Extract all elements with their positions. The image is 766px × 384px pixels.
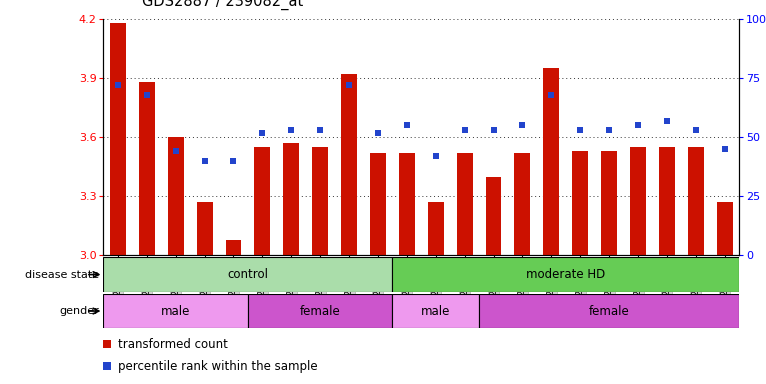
Bar [601, 151, 617, 255]
Text: gender: gender [60, 306, 100, 316]
Bar [572, 151, 588, 255]
Text: disease state: disease state [25, 270, 100, 280]
Text: male: male [161, 305, 190, 318]
Bar [392, 257, 739, 292]
Text: moderate HD: moderate HD [526, 268, 605, 281]
Bar [399, 153, 415, 255]
Text: female: female [300, 305, 341, 318]
Bar [659, 147, 675, 255]
Text: transformed count: transformed count [118, 338, 228, 351]
Bar [392, 294, 479, 328]
Bar [283, 143, 300, 255]
Text: female: female [589, 305, 630, 318]
Bar [341, 74, 357, 255]
Bar [457, 153, 473, 255]
Bar [630, 147, 646, 255]
Bar [103, 257, 392, 292]
Bar [254, 147, 270, 255]
Bar [248, 294, 392, 328]
Bar [139, 82, 155, 255]
Bar [479, 294, 739, 328]
Bar [543, 68, 559, 255]
Bar [486, 177, 502, 255]
Text: male: male [421, 305, 450, 318]
Bar [370, 153, 386, 255]
Bar [313, 147, 328, 255]
Bar [103, 294, 248, 328]
Text: percentile rank within the sample: percentile rank within the sample [118, 360, 317, 373]
Bar [688, 147, 704, 255]
Bar [717, 202, 733, 255]
Bar [225, 240, 241, 255]
Bar [515, 153, 530, 255]
Bar [110, 23, 126, 255]
Text: control: control [228, 268, 268, 281]
Text: GDS2887 / 239082_at: GDS2887 / 239082_at [142, 0, 303, 10]
Bar [197, 202, 212, 255]
Bar [427, 202, 444, 255]
Bar [168, 137, 184, 255]
